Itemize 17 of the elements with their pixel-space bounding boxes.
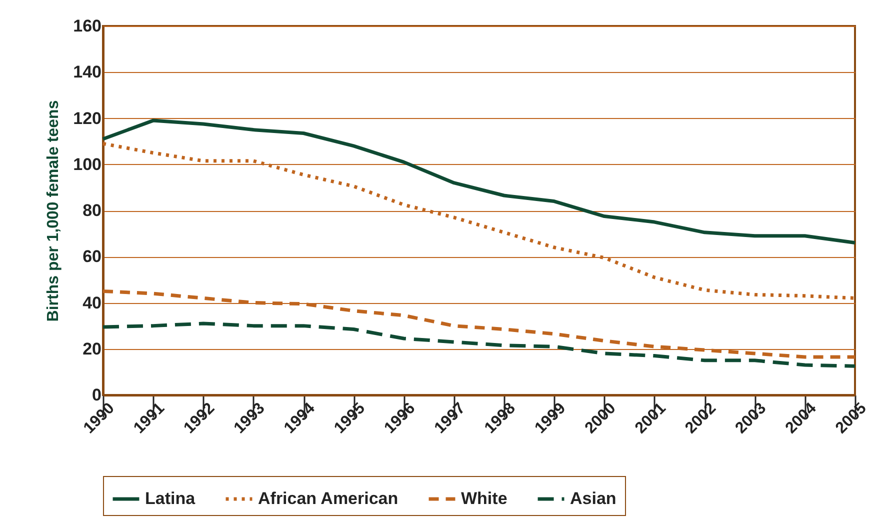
y-tick-label: 140 [73, 62, 102, 82]
y-tick-label: 40 [82, 293, 102, 312]
y-tick-label: 0 [92, 386, 102, 404]
y-tick-label: 80 [82, 201, 102, 220]
legend-label: African American [258, 489, 398, 508]
legend-label: Asian [570, 489, 616, 508]
line-series [101, 322, 857, 368]
y-tick-label: 120 [73, 108, 102, 128]
y-axis-title: Births per 1,000 female teens [45, 100, 62, 322]
legend-label: Latina [145, 489, 196, 508]
y-tick-label: 60 [82, 247, 102, 266]
y-tick-label: 160 [73, 16, 102, 36]
y-tick-label: 20 [82, 339, 102, 358]
y-tick-label: 100 [73, 154, 102, 174]
line-series [101, 118, 857, 245]
line-series [101, 289, 857, 359]
legend-label: White [461, 489, 508, 508]
